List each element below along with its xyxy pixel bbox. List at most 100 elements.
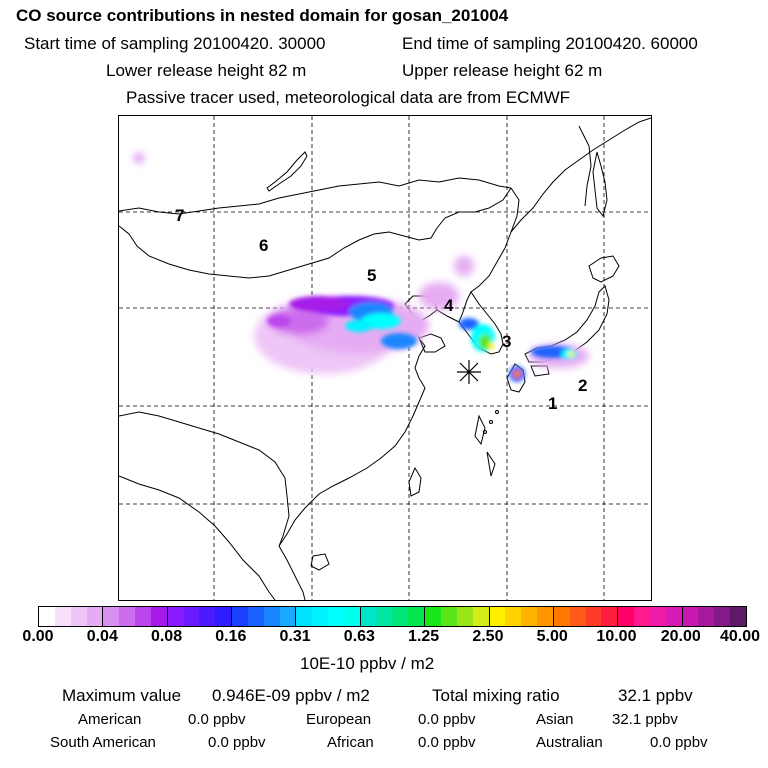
colorbar-cell xyxy=(472,607,489,626)
region-label-5: 5 xyxy=(367,266,377,285)
colorbar-tick-label: 1.25 xyxy=(408,628,440,645)
colorbar-unit-label: 10E-10 ppbv / m2 xyxy=(300,654,435,673)
colorbar-segment xyxy=(166,607,232,626)
colorbar-cell xyxy=(263,607,280,626)
colorbar-cell xyxy=(392,607,409,626)
colorbar-cell xyxy=(39,607,55,626)
colorbar-cell xyxy=(601,607,618,626)
colorbar-cell xyxy=(232,607,248,626)
colorbar-cell xyxy=(456,607,473,626)
colorbar-cell xyxy=(135,607,151,626)
colorbar-cell xyxy=(521,607,538,626)
colorbar-tick-label: 0.08 xyxy=(150,628,183,645)
total-mixing-ratio-label: Total mixing ratio xyxy=(432,686,560,705)
european-value: 0.0 ppbv xyxy=(418,711,476,728)
colorbar-cell xyxy=(665,607,682,626)
colorbar-cell xyxy=(553,607,570,626)
colorbar-segment xyxy=(359,607,425,626)
colorbar-cell xyxy=(569,607,586,626)
colorbar-cell xyxy=(505,607,522,626)
colorbar-cell xyxy=(698,607,715,626)
end-time-label: End time of sampling 20100420. 60000 xyxy=(402,34,698,53)
concentration-plume xyxy=(134,153,589,382)
colorbar-tick-labels: 0.00 0.04 0.08 0.16 0.31 0.63 1.25 2.50 5.00 10.0… xyxy=(0,628,768,648)
colorbar-cell xyxy=(714,607,731,626)
colorbar-segment xyxy=(424,607,489,626)
colorbar-tick-label: 5.00 xyxy=(536,628,568,645)
colorbar-tick-label: 0.63 xyxy=(343,628,375,645)
colorbar-cell xyxy=(425,607,441,626)
colorbar-segment xyxy=(231,607,296,626)
colorbar-tick-label: 10.00 xyxy=(596,628,637,645)
colorbar-segment xyxy=(552,607,618,626)
region-label-2: 2 xyxy=(578,376,588,395)
receptor-asterisk-marker xyxy=(457,360,481,384)
colorbar-cell xyxy=(376,607,393,626)
asian-label: Asian xyxy=(536,711,574,728)
australian-value: 0.0 ppbv xyxy=(650,734,708,751)
region-label-1: 1 xyxy=(548,394,558,413)
colorbar-cell xyxy=(408,607,425,626)
colorbar-cell xyxy=(360,607,377,626)
south-american-label: South American xyxy=(50,734,156,751)
colorbar-cell xyxy=(489,607,506,626)
american-value: 0.0 ppbv xyxy=(188,711,246,728)
colorbar-cell xyxy=(649,607,666,626)
colorbar-segment xyxy=(681,607,746,626)
colorbar-segment xyxy=(295,607,360,626)
colorbar xyxy=(38,606,747,627)
tracer-info-label: Passive tracer used, meteorological data… xyxy=(126,88,571,107)
region-label-3: 3 xyxy=(502,332,512,351)
region-label-4: 4 xyxy=(444,296,454,315)
colorbar-cell xyxy=(343,607,360,626)
south-american-value: 0.0 ppbv xyxy=(208,734,266,751)
colorbar-cell xyxy=(634,607,650,626)
colorbar-segment xyxy=(102,607,167,626)
asian-value: 32.1 ppbv xyxy=(612,711,678,728)
colorbar-tick-label: 0.16 xyxy=(215,628,247,645)
colorbar-tick-label: 20.00 xyxy=(660,628,701,645)
colorbar-tick-label: 2.50 xyxy=(472,628,504,645)
colorbar-cell xyxy=(537,607,553,626)
region-label-7: 7 xyxy=(175,206,185,225)
start-time-label: Start time of sampling 20100420. 30000 xyxy=(24,34,326,53)
colorbar-cell xyxy=(682,607,699,626)
colorbar-cell xyxy=(167,607,184,626)
colorbar-cell xyxy=(70,607,87,626)
colorbar-cell xyxy=(618,607,635,626)
colorbar-cell xyxy=(441,607,457,626)
colorbar-cell xyxy=(183,607,200,626)
colorbar-cell xyxy=(730,607,746,626)
colorbar-cell xyxy=(54,607,71,626)
colorbar-tick-label: 0.00 xyxy=(22,628,54,645)
colorbar-cell xyxy=(215,607,232,626)
european-label: European xyxy=(306,711,372,728)
american-label: American xyxy=(78,711,142,728)
colorbar-segment xyxy=(488,607,553,626)
colorbar-cell xyxy=(247,607,264,626)
colorbar-cell xyxy=(279,607,296,626)
colorbar-cell xyxy=(103,607,120,626)
colorbar-tick-label: 0.31 xyxy=(279,628,311,645)
plot-title: CO source contributions in nested domain… xyxy=(16,6,509,25)
colorbar-cell xyxy=(312,607,329,626)
region-label-6: 6 xyxy=(259,236,269,255)
colorbar-tick-label: 40.00 xyxy=(719,628,761,645)
lower-release-label: Lower release height 82 m xyxy=(106,61,307,80)
colorbar-segment xyxy=(617,607,682,626)
australian-label: Australian xyxy=(536,734,603,751)
african-value: 0.0 ppbv xyxy=(418,734,476,751)
colorbar-cell xyxy=(86,607,103,626)
colorbar-cell xyxy=(119,607,136,626)
african-label: African xyxy=(327,734,374,751)
colorbar-cell xyxy=(150,607,167,626)
max-value: 0.946E-09 ppbv / m2 xyxy=(212,686,370,705)
max-value-label: Maximum value xyxy=(62,686,182,705)
total-mixing-ratio-value: 32.1 ppbv xyxy=(618,686,693,705)
colorbar-cell xyxy=(296,607,313,626)
colorbar-segment xyxy=(39,607,103,626)
colorbar-cell xyxy=(328,607,344,626)
map-panel: 7 6 5 4 3 2 1 xyxy=(118,115,652,601)
colorbar-cell xyxy=(199,607,216,626)
map-canvas xyxy=(119,116,651,600)
